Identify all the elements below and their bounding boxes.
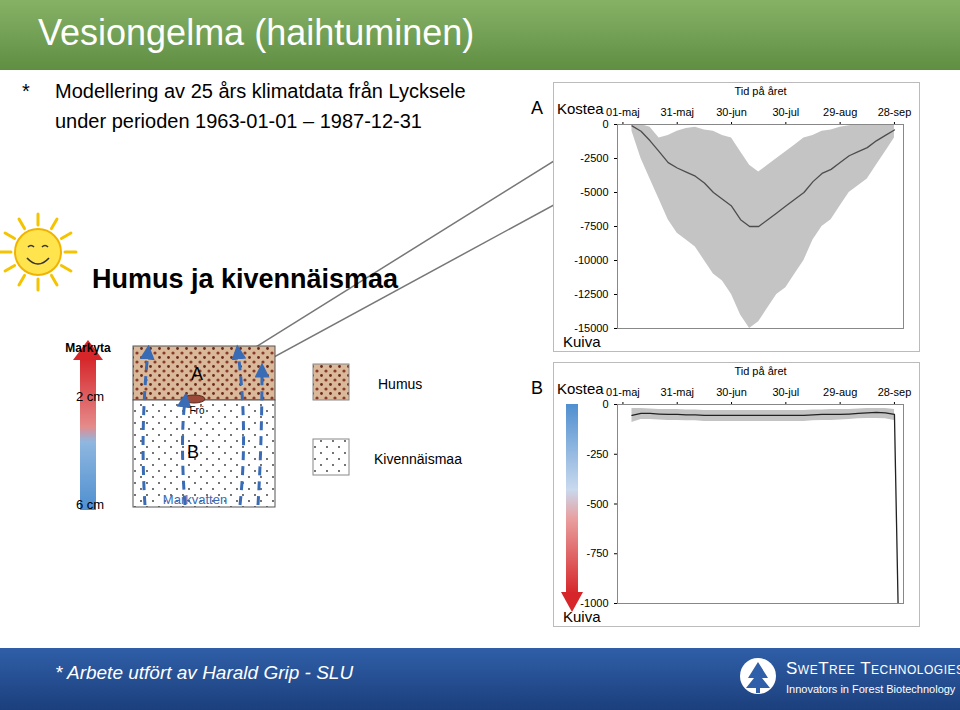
svg-text:-5000: -5000 [580, 186, 608, 198]
svg-text:2 cm: 2 cm [76, 389, 104, 404]
html-text:Humus ja kivennäismaa: Humus ja kivennäismaa [92, 264, 399, 294]
svg-text:29-aug: 29-aug [823, 386, 857, 398]
svg-text:B: B [187, 442, 199, 462]
svg-text:Markvatten: Markvatten [163, 492, 227, 507]
svg-text:31-maj: 31-maj [660, 386, 694, 398]
html-text:Modellering av 25 års klimatda: Modellering av 25 års klimatdata från Ly… [55, 80, 466, 102]
svg-text:-15000: -15000 [574, 322, 608, 334]
html-text:A: A [531, 98, 543, 118]
svg-text:Frö: Frö [190, 405, 205, 416]
html-text:Innovators in Forest Biotechno: Innovators in Forest Biotechnology [786, 683, 956, 695]
svg-text:30-jul: 30-jul [772, 106, 799, 118]
svg-text:6 cm: 6 cm [76, 497, 104, 512]
svg-text:-10000: -10000 [574, 254, 608, 266]
svg-text:28-sep: 28-sep [878, 106, 912, 118]
svg-text:Markyta: Markyta [65, 341, 111, 355]
svg-text:0: 0 [602, 118, 608, 130]
svg-text:01-maj: 01-maj [606, 106, 640, 118]
html-text:Kostea: Kostea [557, 380, 604, 397]
html-text:Kuiva: Kuiva [563, 333, 601, 350]
svg-text:Tid på året: Tid på året [734, 365, 786, 377]
html-text:Kostea: Kostea [557, 100, 604, 117]
html-text:Vesiongelma (haihtuminen): Vesiongelma (haihtuminen) [38, 12, 475, 53]
svg-text:30-jun: 30-jun [716, 386, 747, 398]
svg-text:Tid på året: Tid på året [734, 85, 786, 97]
svg-text:Humus: Humus [378, 376, 422, 392]
svg-text:01-maj: 01-maj [606, 386, 640, 398]
svg-text:-500: -500 [586, 498, 608, 510]
svg-text:30-jul: 30-jul [772, 386, 799, 398]
svg-text:Kivennäismaa: Kivennäismaa [374, 451, 462, 467]
svg-text:30-jun: 30-jun [716, 106, 747, 118]
svg-text:0: 0 [602, 398, 608, 410]
html-text:Kuiva: Kuiva [563, 608, 601, 625]
svg-text:-250: -250 [586, 448, 608, 460]
svg-text:-2500: -2500 [580, 152, 608, 164]
svg-text:-12500: -12500 [574, 288, 608, 300]
svg-text:-750: -750 [586, 547, 608, 559]
svg-text:29-aug: 29-aug [823, 106, 857, 118]
svg-text:28-sep: 28-sep [878, 386, 912, 398]
svg-text:-1000: -1000 [580, 597, 608, 609]
svg-text:A: A [191, 364, 203, 384]
html-text:* Arbete utfört av Harald Grip: * Arbete utfört av Harald Grip - SLU [55, 662, 354, 683]
svg-text:-7500: -7500 [580, 220, 608, 232]
svg-text:31-maj: 31-maj [660, 106, 694, 118]
html-text:B: B [531, 378, 543, 398]
html-text:under perioden 1963-01-01 – 19: under perioden 1963-01-01 – 1987-12-31 [55, 110, 422, 132]
